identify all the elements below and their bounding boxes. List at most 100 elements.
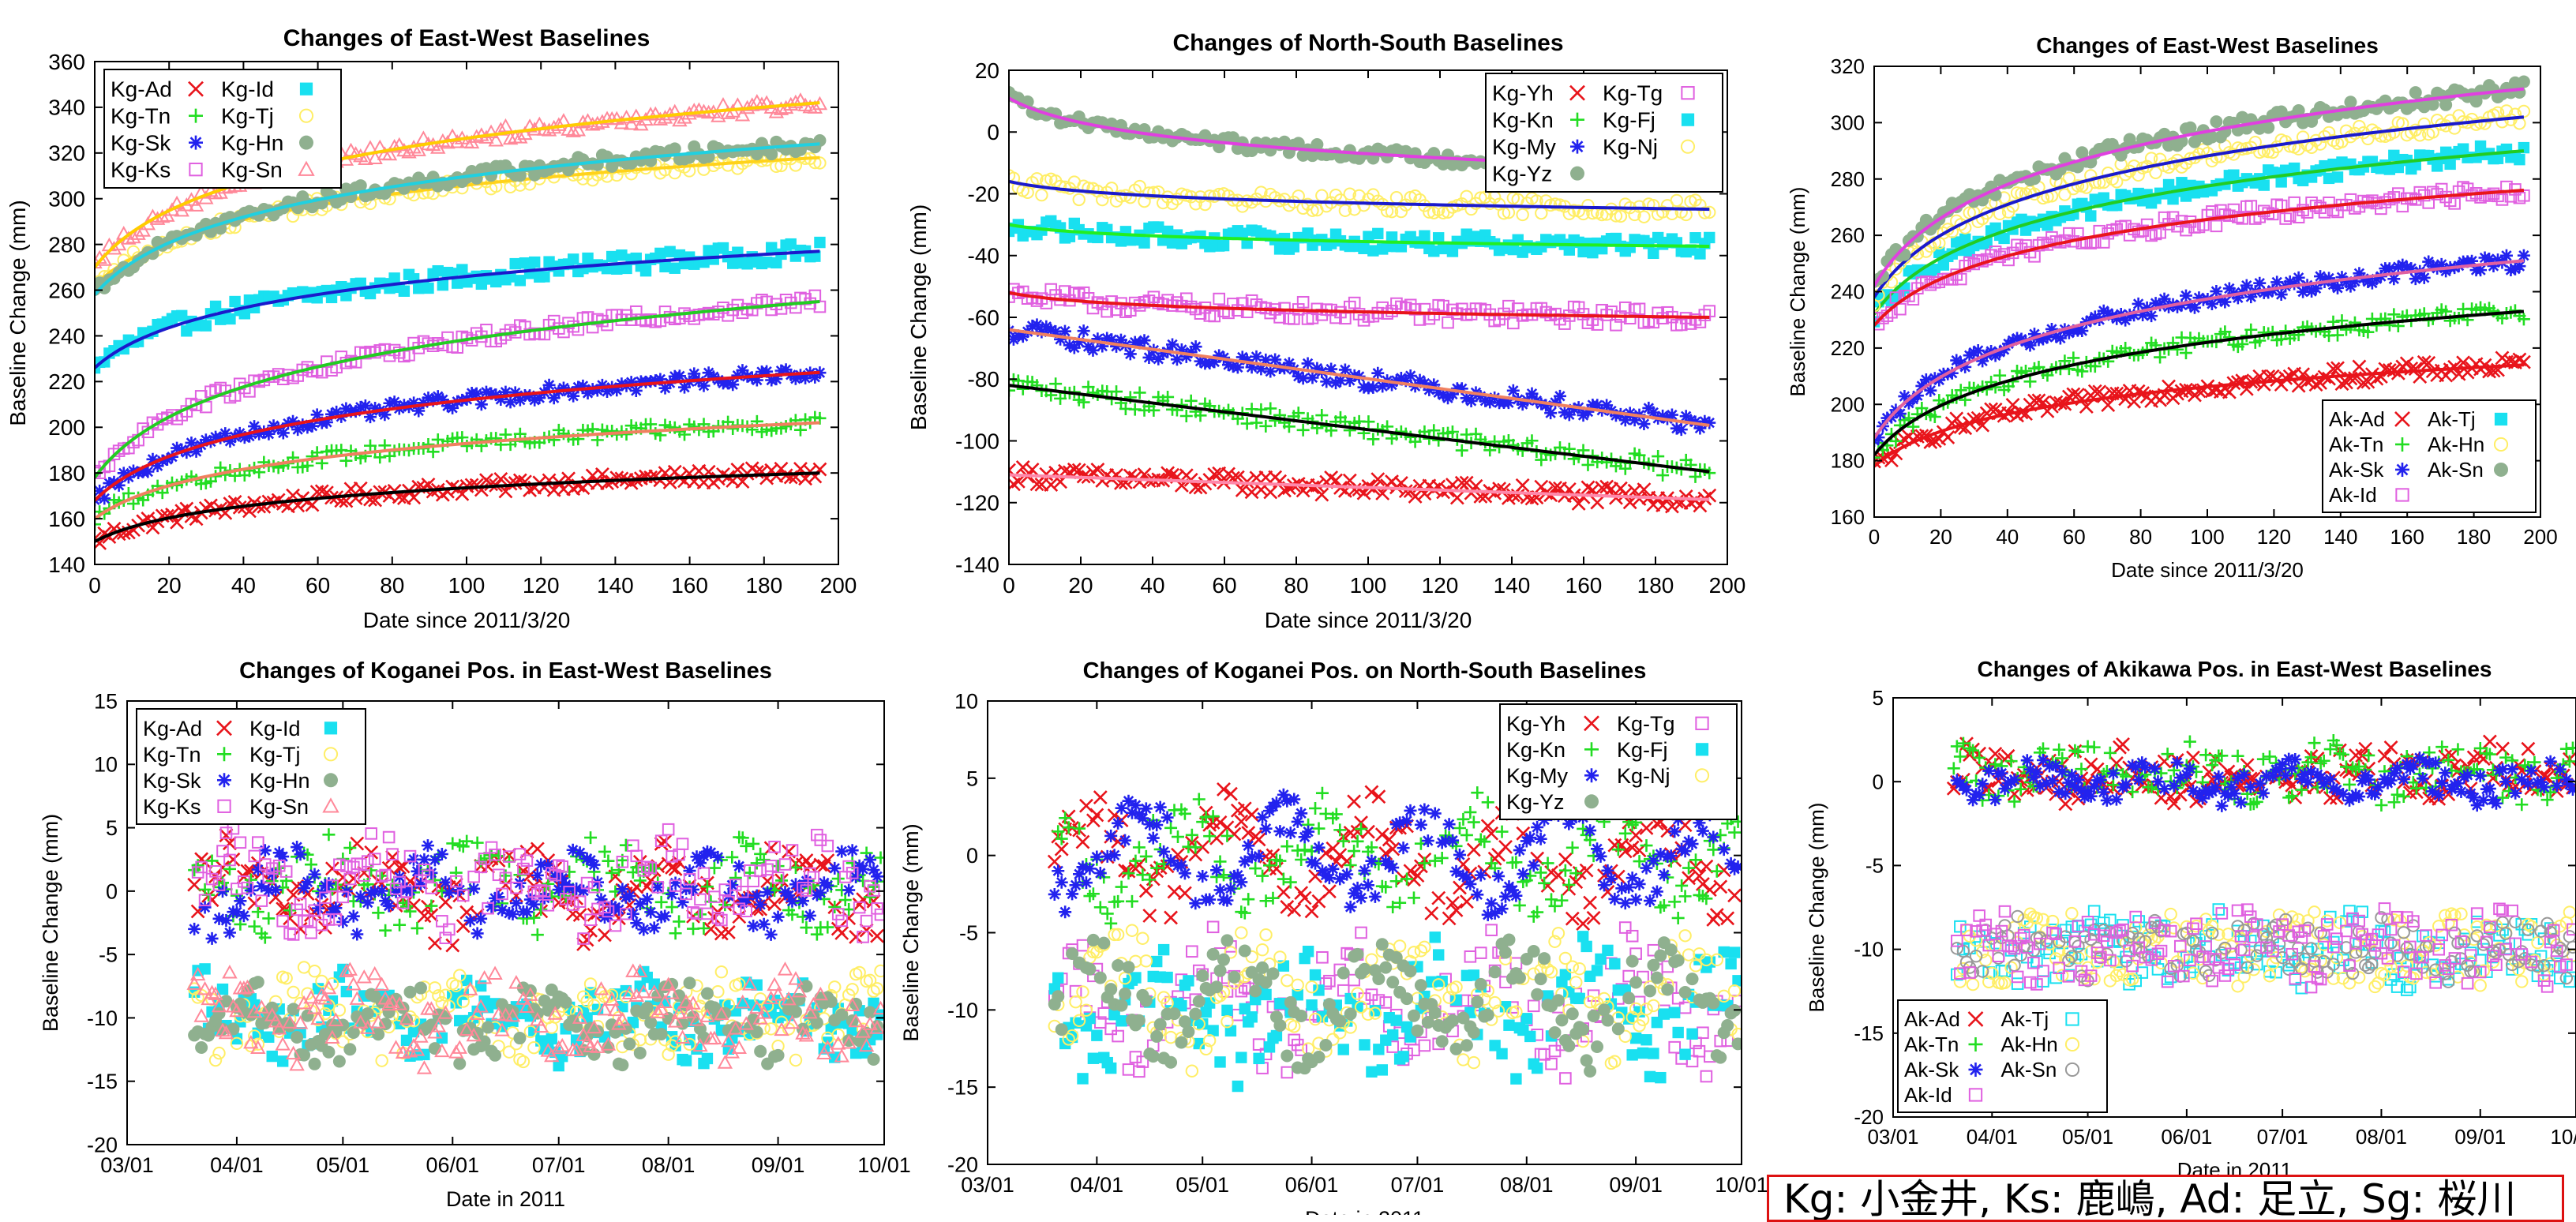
data-point xyxy=(422,283,433,294)
y-tick-label: 320 xyxy=(48,141,85,166)
data-point xyxy=(425,867,437,879)
data-point xyxy=(1591,497,1603,509)
data-point xyxy=(875,852,887,864)
y-axis-label: Baseline Change (mm) xyxy=(1786,187,1809,397)
data-point xyxy=(765,148,778,160)
data-point xyxy=(1264,402,1277,414)
data-point xyxy=(1190,340,1202,353)
data-point xyxy=(206,932,219,945)
data-point xyxy=(414,982,427,995)
legend-label: Kg-Yz xyxy=(1492,161,1552,186)
data-point xyxy=(1315,409,1328,422)
data-point xyxy=(1036,189,1047,201)
data-point xyxy=(326,862,339,875)
data-point xyxy=(216,861,229,874)
x-tick-label: 05/01 xyxy=(317,1153,370,1177)
series-Kg-Fj xyxy=(1003,216,1715,260)
x-tick-label: 40 xyxy=(1140,573,1164,598)
data-point xyxy=(235,837,246,848)
data-point xyxy=(758,918,771,931)
data-point xyxy=(322,1046,335,1059)
y-tick-label: 360 xyxy=(48,50,85,74)
data-point xyxy=(283,1020,296,1033)
y-tick-label: 0 xyxy=(987,120,999,144)
y-axis-label: Baseline Change (mm) xyxy=(906,204,931,430)
x-tick-label: 160 xyxy=(671,573,708,598)
y-tick-label: -15 xyxy=(87,1070,118,1093)
data-point xyxy=(637,923,650,935)
y-tick-label: 260 xyxy=(48,278,85,302)
legend-label: Kg-Hn xyxy=(221,130,283,155)
data-point xyxy=(1371,367,1384,380)
data-point xyxy=(372,906,384,919)
series-Kg-Yh xyxy=(1003,461,1715,513)
y-tick-label: -40 xyxy=(968,244,999,268)
data-point xyxy=(681,1055,692,1066)
legend-label: Kg-Sk xyxy=(111,130,171,155)
x-tick-label: 200 xyxy=(820,573,857,598)
data-point xyxy=(277,1055,288,1066)
chart-title: Changes of East-West Baselines xyxy=(2036,33,2379,58)
fit-curve xyxy=(1009,475,1709,500)
data-point xyxy=(336,916,349,928)
data-point xyxy=(322,828,335,841)
data-point xyxy=(2211,221,2222,232)
data-point xyxy=(319,921,332,934)
y-tick-label: 180 xyxy=(1831,449,1865,473)
data-point xyxy=(772,911,785,924)
data-point xyxy=(568,253,579,264)
data-point xyxy=(1637,418,1650,430)
data-point xyxy=(450,867,463,879)
data-point xyxy=(598,929,611,942)
data-point xyxy=(510,258,521,269)
data-point xyxy=(780,859,791,870)
data-point xyxy=(362,1007,374,1020)
data-point xyxy=(446,837,459,849)
data-point xyxy=(570,1020,583,1033)
legend-label: Kg-Tn xyxy=(143,743,201,767)
x-tick-label: 120 xyxy=(2257,525,2291,549)
data-point xyxy=(1250,350,1262,363)
data-point xyxy=(658,910,671,923)
data-point xyxy=(663,824,674,835)
x-tick-label: 200 xyxy=(1709,573,1746,598)
legend-label: Kg-Tj xyxy=(249,743,301,767)
data-point xyxy=(835,927,848,939)
data-point xyxy=(471,927,484,939)
y-tick-label: 220 xyxy=(1831,336,1865,360)
legend-label: Kg-Nj xyxy=(1603,134,1658,159)
data-point xyxy=(2331,329,2344,342)
data-point xyxy=(359,399,372,412)
x-tick-label: 140 xyxy=(1494,573,1531,598)
data-point xyxy=(606,251,617,262)
x-tick-label: 100 xyxy=(448,573,486,598)
legend-marker xyxy=(2494,463,2508,477)
legend-label: Kg-Tn xyxy=(111,103,171,128)
x-axis-label: Date since 2011/3/20 xyxy=(1265,608,1472,632)
x-tick-label: 180 xyxy=(745,573,782,598)
y-tick-label: 5 xyxy=(106,816,118,840)
data-point xyxy=(747,838,759,850)
x-tick-label: 0 xyxy=(1869,525,1880,549)
x-axis-label: Date in 2011 xyxy=(446,1187,565,1211)
y-tick-label: 340 xyxy=(48,96,85,120)
data-point xyxy=(616,249,627,261)
chart-title: Changes of East-West Baselines xyxy=(283,25,651,51)
data-point xyxy=(298,961,309,973)
x-tick-label: 08/01 xyxy=(642,1153,696,1177)
data-point xyxy=(515,275,526,286)
y-tick-label: 240 xyxy=(48,324,85,348)
legend-label: Kg-Sn xyxy=(221,157,283,182)
data-point xyxy=(2418,272,2431,284)
data-point xyxy=(489,1049,501,1062)
data-point xyxy=(687,910,699,923)
y-tick-label: 160 xyxy=(1831,505,1865,529)
data-point xyxy=(513,1032,526,1044)
data-point xyxy=(199,901,212,913)
x-tick-label: 09/01 xyxy=(752,1153,805,1177)
data-point xyxy=(2344,96,2357,108)
data-point xyxy=(1456,444,1468,457)
